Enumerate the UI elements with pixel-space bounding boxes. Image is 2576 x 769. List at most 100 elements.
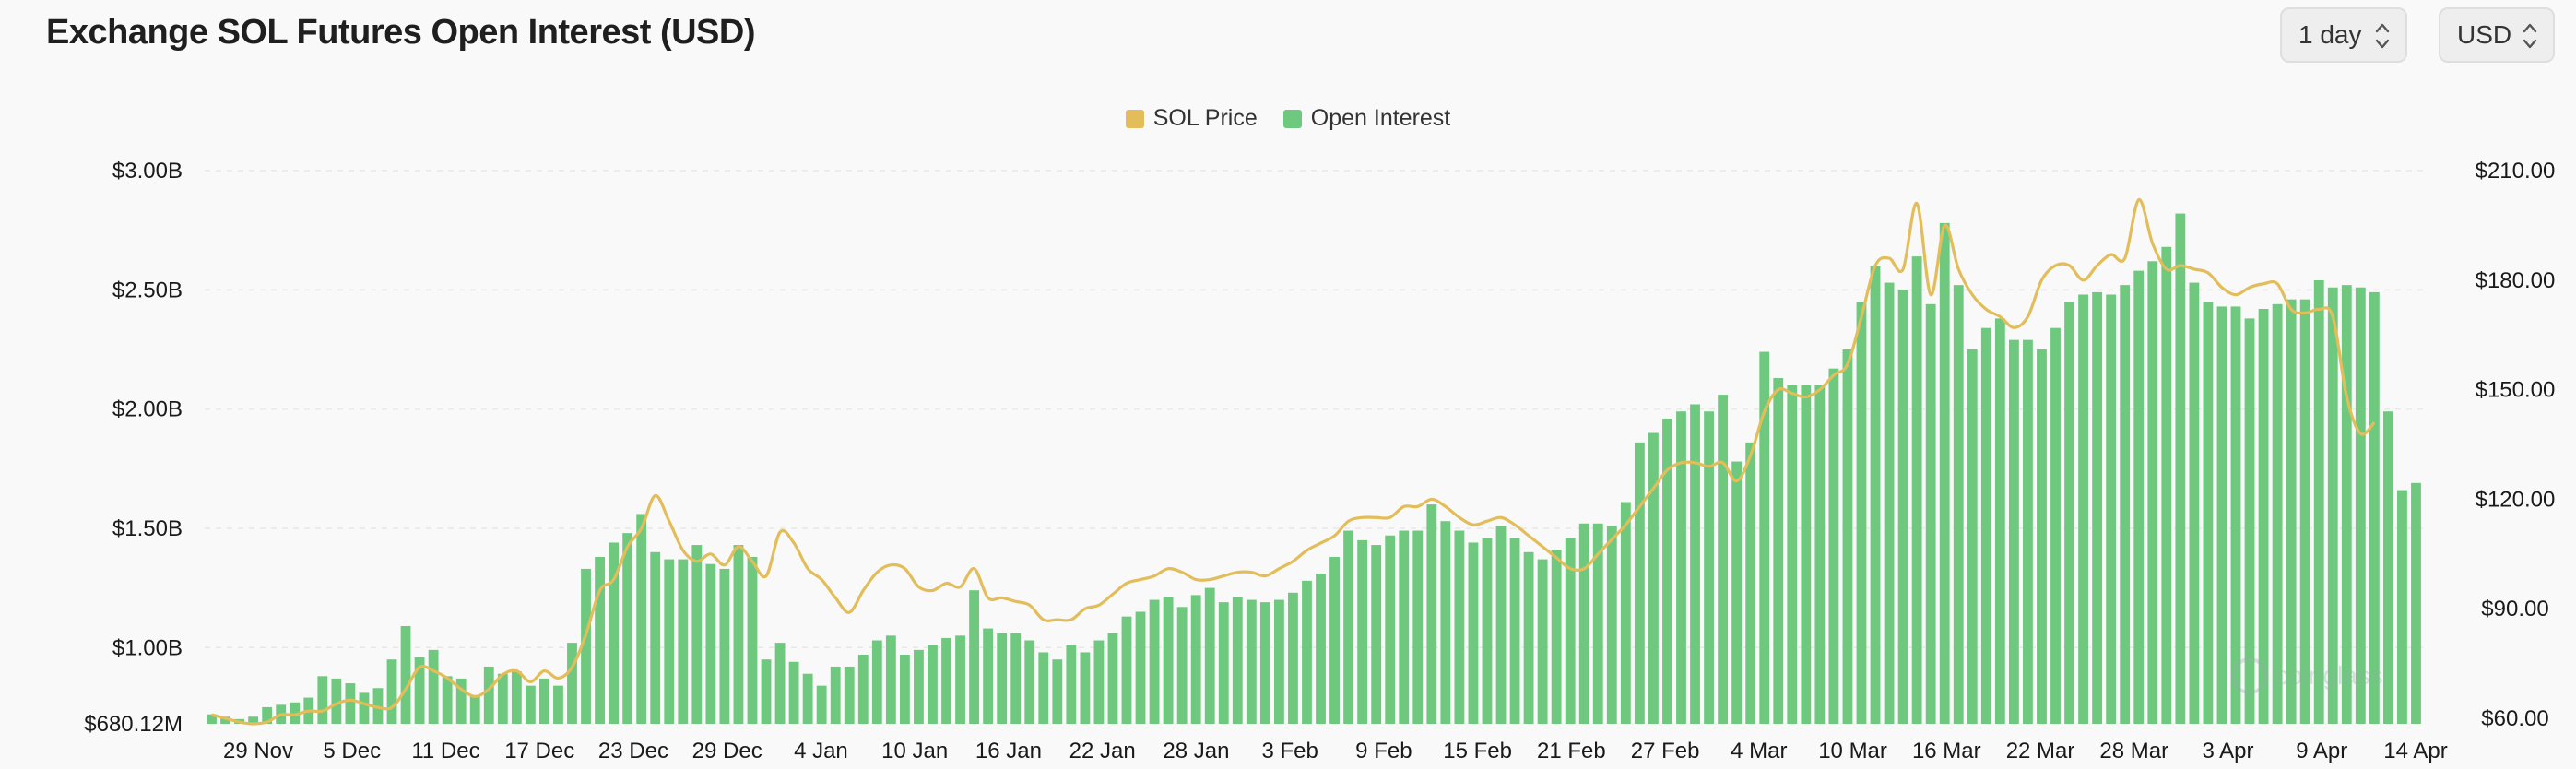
open-interest-bar — [1038, 652, 1049, 724]
open-interest-bar — [1718, 395, 1729, 724]
open-interest-bar — [1801, 384, 1812, 724]
open-interest-bar — [844, 666, 855, 724]
open-interest-bar — [469, 694, 480, 724]
open-interest-bar — [2175, 213, 2186, 724]
open-interest-bar — [1426, 504, 1437, 724]
open-interest-bar — [802, 673, 813, 724]
open-interest-bar — [2355, 287, 2366, 724]
currency-select-value: USD — [2457, 20, 2512, 49]
left-axis-tick-label: $2.00B — [112, 397, 183, 422]
open-interest-bar — [733, 545, 744, 724]
legend-item-sol-price[interactable]: SOL Price — [1125, 105, 1258, 132]
open-interest-bar — [2133, 270, 2145, 724]
legend-swatch-open-interest — [1282, 109, 1302, 128]
left-axis-tick-label: $1.50B — [112, 516, 183, 541]
open-interest-bar — [553, 685, 563, 724]
open-interest-bar — [2147, 261, 2158, 724]
interval-select[interactable]: 1 day — [2280, 7, 2407, 63]
open-interest-bar — [1399, 530, 1410, 724]
right-axis-tick-label: $180.00 — [2476, 268, 2556, 293]
open-interest-bar — [747, 556, 758, 724]
open-interest-bar — [1190, 595, 1201, 724]
currency-select[interactable]: USD — [2439, 7, 2555, 63]
open-interest-bar — [2258, 309, 2269, 724]
sol-price-line — [211, 198, 2376, 726]
open-interest-bar — [2244, 318, 2255, 724]
open-interest-bar — [2272, 303, 2283, 724]
open-interest-bar — [1925, 303, 1936, 724]
interval-select-value: 1 day — [2298, 20, 2362, 49]
open-interest-bar — [455, 678, 467, 724]
open-interest-bar — [386, 659, 397, 724]
open-interest-bar — [1302, 580, 1312, 724]
x-axis-tick-label: 9 Feb — [1355, 739, 1412, 763]
right-axis-tick-label: $150.00 — [2476, 378, 2556, 403]
open-interest-bar — [1814, 384, 1826, 724]
open-interest-bar — [1897, 290, 1908, 724]
open-interest-bar — [1828, 368, 1839, 724]
open-interest-bar — [2064, 302, 2074, 724]
open-interest-bar — [1551, 550, 1562, 724]
open-interest-bar — [1454, 530, 1465, 724]
x-axis-tick-label: 29 Dec — [692, 739, 762, 763]
open-interest-bar — [1911, 256, 1922, 724]
open-interest-bar — [2397, 490, 2407, 724]
open-interest-bar — [483, 666, 494, 724]
open-interest-bar — [1606, 526, 1617, 724]
x-axis-tick-label: 23 Dec — [598, 739, 668, 763]
open-interest-bar — [511, 671, 522, 724]
open-interest-bar — [2203, 302, 2214, 724]
open-interest-bar — [761, 659, 772, 724]
open-interest-bar — [1523, 551, 1534, 724]
open-interest-bar — [899, 655, 910, 724]
x-axis-tick-label: 22 Jan — [1069, 739, 1136, 763]
open-interest-bar — [2382, 411, 2393, 724]
open-interest-bar — [2189, 282, 2200, 724]
open-interest-bar — [816, 685, 827, 724]
open-interest-bar — [2037, 349, 2047, 724]
legend-item-open-interest[interactable]: Open Interest — [1282, 105, 1451, 132]
open-interest-bar — [1690, 404, 1700, 724]
open-interest-bar — [871, 640, 882, 724]
left-axis-tick-label: $1.00B — [112, 635, 183, 660]
open-interest-bar — [400, 625, 411, 724]
open-interest-bar — [1953, 285, 1964, 724]
right-axis-tick-label: $120.00 — [2476, 487, 2556, 512]
legend-swatch-price — [1125, 109, 1144, 128]
open-interest-bar — [1357, 539, 1368, 724]
open-interest-bar — [414, 657, 425, 724]
open-interest-bar — [1316, 574, 1326, 724]
open-interest-bar — [1495, 526, 1507, 724]
open-interest-bar — [290, 702, 301, 724]
open-interest-bar — [983, 628, 994, 724]
open-interest-bar — [359, 692, 370, 724]
open-interest-bar — [1773, 378, 1784, 724]
open-interest-bar — [1537, 559, 1548, 724]
right-axis-tick-label: $60.00 — [2481, 706, 2548, 731]
open-interest-bar — [567, 643, 577, 724]
open-interest-bar — [1884, 282, 1895, 724]
open-interest-bar — [1149, 599, 1160, 724]
open-interest-bar — [1107, 633, 1118, 724]
open-interest-bar — [1246, 599, 1257, 724]
x-axis-tick-label: 10 Mar — [1818, 739, 1887, 763]
open-interest-bar — [1371, 545, 1382, 724]
x-axis-tick-label: 21 Feb — [1537, 739, 1606, 763]
x-axis-tick-label: 9 Apr — [2296, 739, 2347, 763]
open-interest-bar — [885, 635, 896, 724]
open-interest-bar — [539, 678, 549, 724]
right-axis-tick-label: $210.00 — [2476, 159, 2556, 183]
open-interest-bar — [2341, 285, 2352, 724]
page-title: Exchange SOL Futures Open Interest (USD) — [46, 13, 756, 52]
x-axis-tick-label: 3 Apr — [2202, 739, 2253, 763]
open-interest-bar — [1787, 384, 1798, 724]
open-interest-bar — [622, 533, 633, 724]
open-interest-bar — [1066, 645, 1077, 724]
legend-label-open-interest: Open Interest — [1310, 105, 1451, 131]
open-interest-bar — [2161, 246, 2172, 724]
watermark-icon — [2231, 657, 2268, 694]
open-interest-bar — [581, 568, 591, 724]
x-axis-tick-label: 4 Mar — [1731, 739, 1787, 763]
open-interest-bar — [1745, 442, 1756, 724]
x-axis-tick-label: 28 Jan — [1163, 739, 1229, 763]
